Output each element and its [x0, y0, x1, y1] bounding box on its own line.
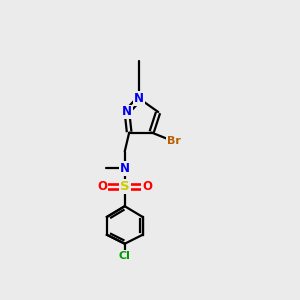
Text: N: N	[120, 162, 130, 175]
Text: O: O	[98, 180, 107, 193]
Text: O: O	[142, 180, 152, 193]
Text: N: N	[122, 106, 132, 118]
Text: N: N	[134, 92, 144, 105]
Text: Cl: Cl	[119, 251, 131, 261]
Text: Br: Br	[167, 136, 181, 146]
Text: S: S	[120, 180, 130, 193]
